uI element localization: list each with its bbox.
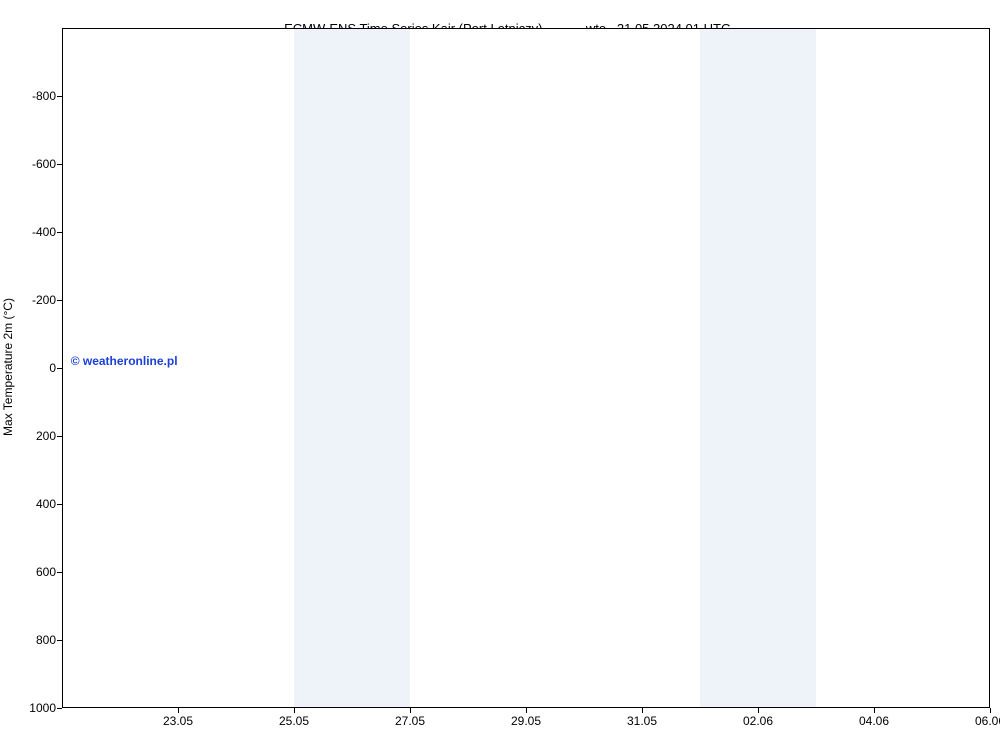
watermark: © weatheronline.pl [71, 354, 178, 368]
y-tick-mark [57, 708, 62, 709]
weekend-shade [758, 28, 816, 708]
x-tick-mark [758, 708, 759, 713]
y-tick-mark [57, 436, 62, 437]
weekend-shade [352, 28, 410, 708]
x-tick-mark [642, 708, 643, 713]
x-tick-label: 06.06 [975, 708, 1000, 728]
chart-container: ECMW-ENS Time Series Kair (Port Lotniczy… [0, 0, 1000, 733]
x-tick-mark [178, 708, 179, 713]
plot-area: © weatheronline.pl -800-600-400-20002004… [62, 28, 990, 708]
x-tick-mark [410, 708, 411, 713]
y-tick-mark [57, 232, 62, 233]
y-tick-mark [57, 572, 62, 573]
x-tick-mark [874, 708, 875, 713]
y-axis-label: Max Temperature 2m (°C) [1, 298, 15, 436]
x-tick-mark [526, 708, 527, 713]
x-tick-mark [294, 708, 295, 713]
y-tick-mark [57, 640, 62, 641]
y-tick-mark [57, 96, 62, 97]
y-tick-mark [57, 164, 62, 165]
weekend-shade [700, 28, 758, 708]
y-tick-mark [57, 368, 62, 369]
y-tick-mark [57, 300, 62, 301]
plot-border [62, 28, 990, 708]
weekend-shade [294, 28, 352, 708]
y-tick-mark [57, 504, 62, 505]
x-tick-mark [990, 708, 991, 713]
